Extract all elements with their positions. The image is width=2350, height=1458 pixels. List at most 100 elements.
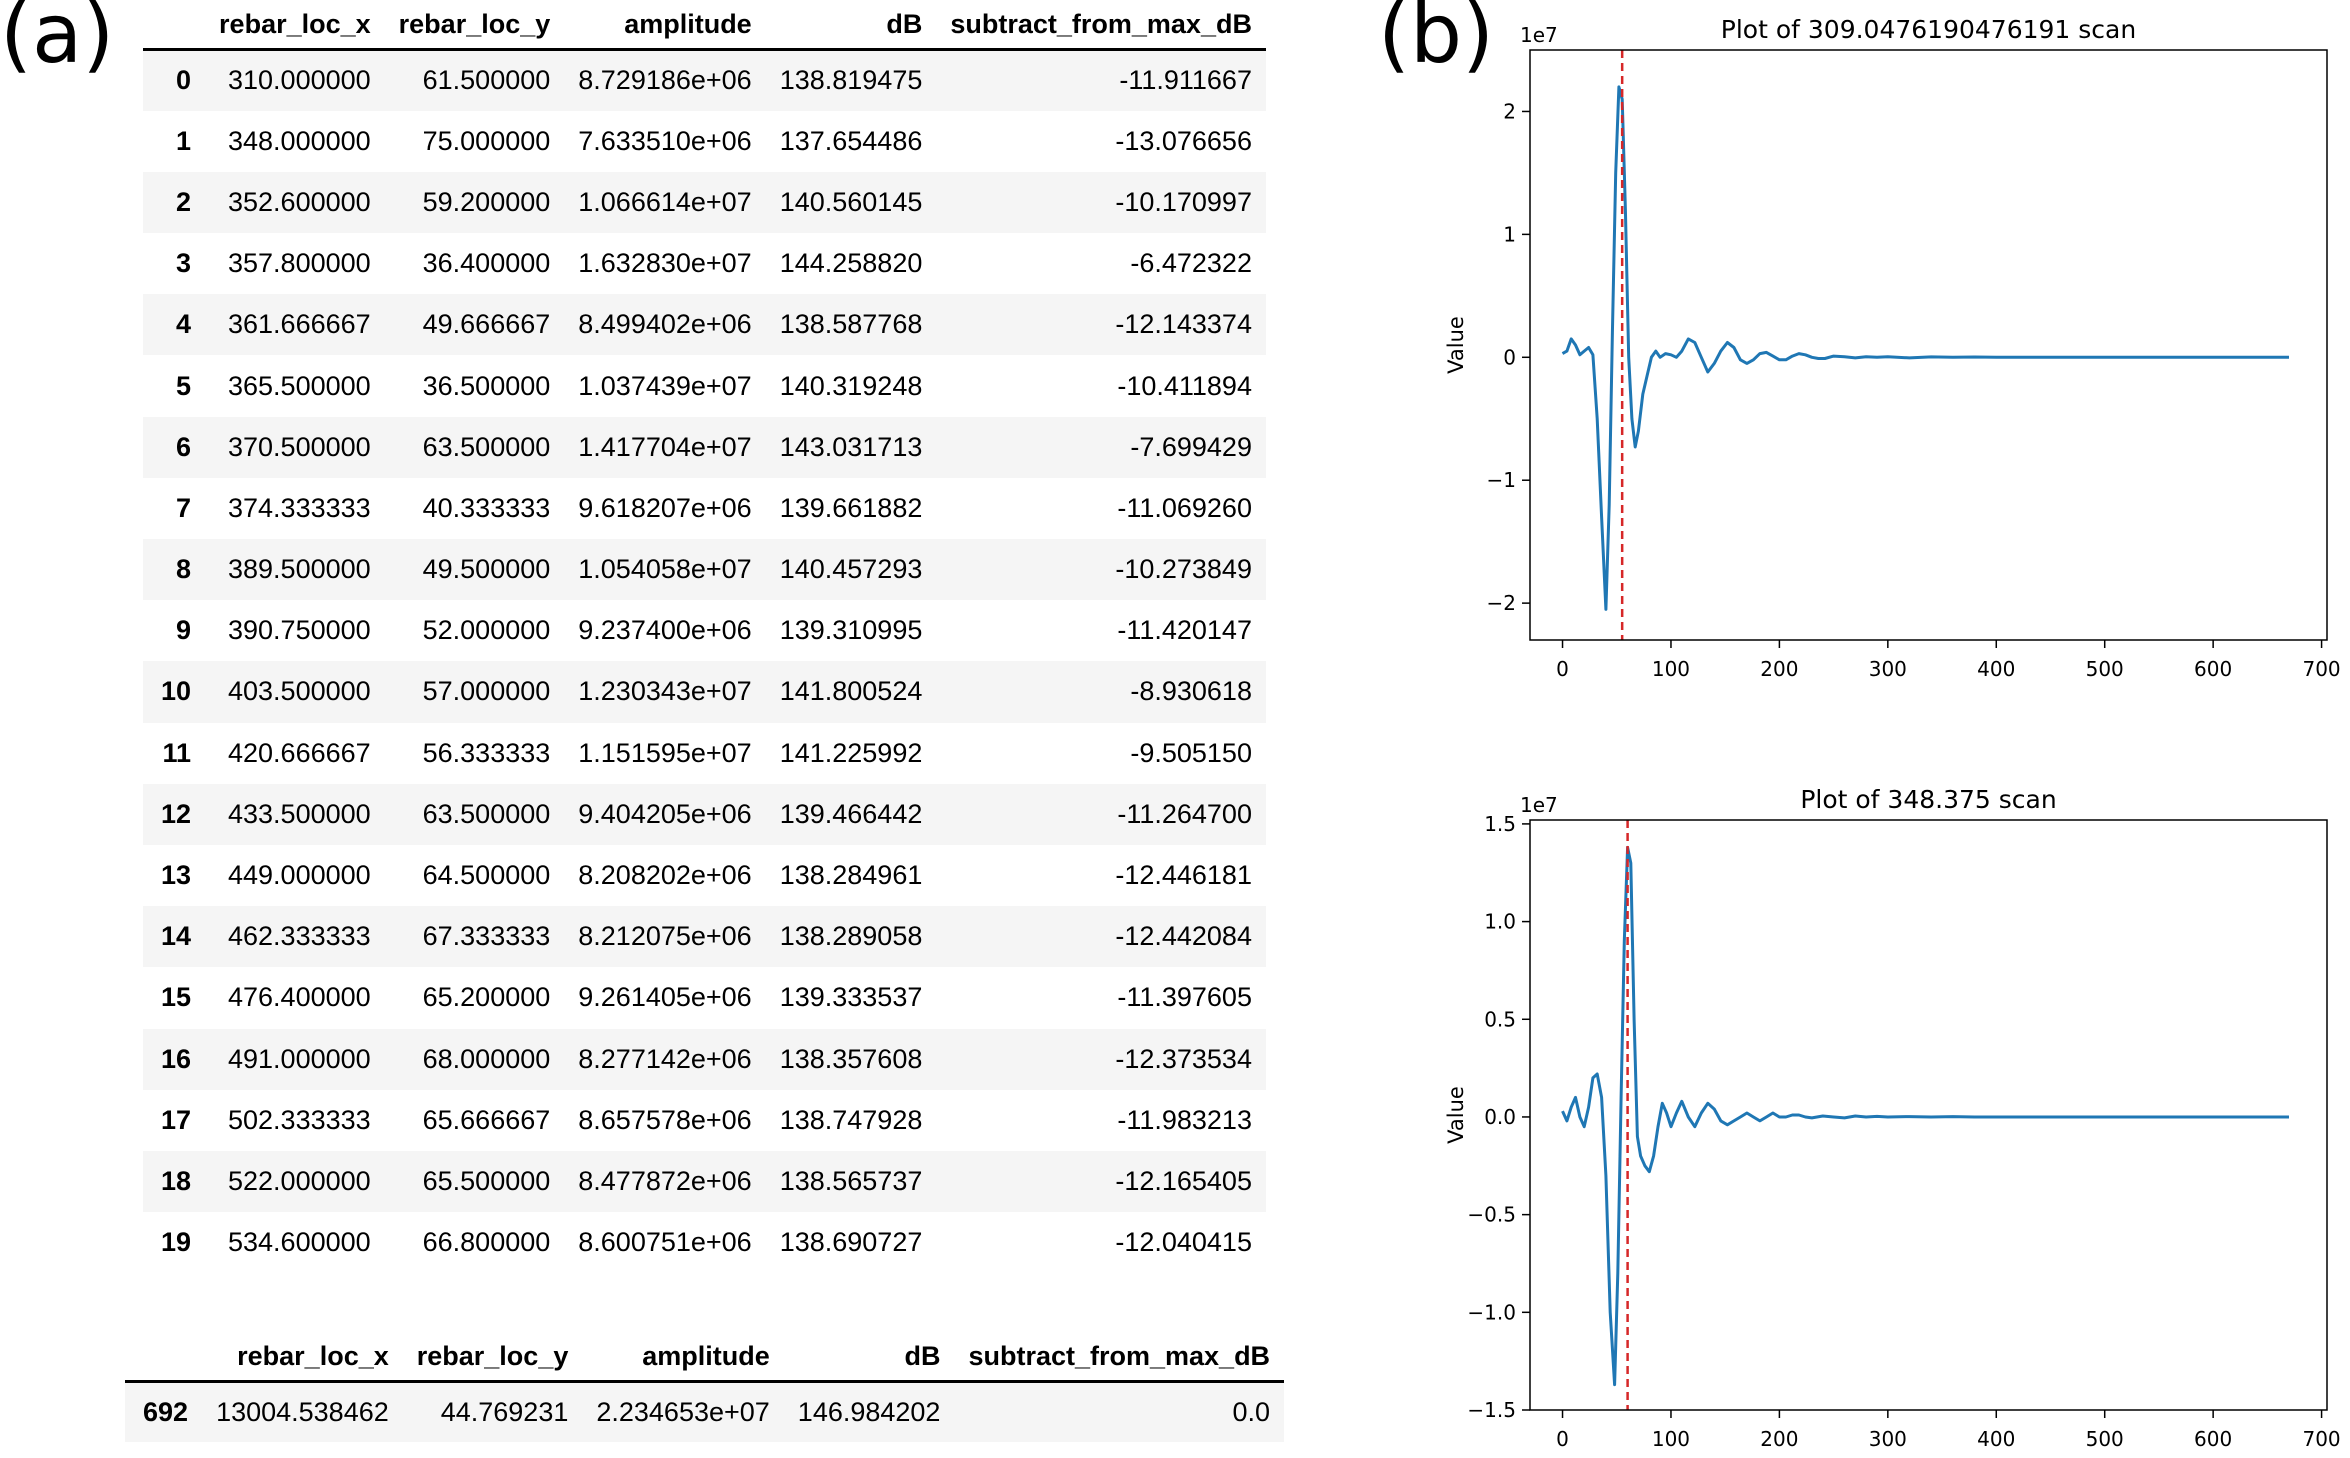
table-row: 17 502.333333 65.666667 8.657578e+06 138.747… <box>143 1090 1266 1151</box>
table-cell: 403.500000 <box>228 676 371 707</box>
table-cell: 143.031713 <box>779 431 923 462</box>
column-header: rebar_loc_x <box>205 0 385 51</box>
table-cell: 49.500000 <box>422 554 551 585</box>
table-cell: -12.143374 <box>1115 309 1252 340</box>
table-cell: 59.200000 <box>422 186 551 217</box>
table-cell: 140.457293 <box>779 554 923 585</box>
table-cell: 138.819475 <box>779 65 923 96</box>
table-cell: 52.000000 <box>422 615 551 646</box>
table-cell: 139.466442 <box>779 798 923 829</box>
table-cell: 67.333333 <box>422 921 551 952</box>
y-tick-label: −1.0 <box>1467 1300 1516 1324</box>
row-index: 13 <box>161 860 192 891</box>
table-cell: 138.284961 <box>779 860 923 891</box>
plot-frame <box>1529 49 2328 641</box>
row-index: 4 <box>176 309 192 340</box>
y-tick-label: −2 <box>1487 591 1516 615</box>
table-cell: -11.397605 <box>1117 982 1252 1013</box>
table-cell: 144.258820 <box>779 248 923 279</box>
table-cell: 534.600000 <box>228 1227 371 1258</box>
panel-label-b: (b) <box>1378 0 1495 82</box>
row-index: 16 <box>161 1043 192 1074</box>
table-cell: 8.208202e+06 <box>578 860 752 891</box>
table-row: 14 462.333333 67.333333 8.212075e+06 138.289… <box>143 906 1266 968</box>
x-tick-label: 400 <box>1977 657 2015 681</box>
column-header: rebar_loc_y <box>402 1332 583 1383</box>
plot-2: 0 100 200 300 400 500 600 700 −1.5 −1.0 −0.5 0.0 0.5… <box>1444 785 2341 1451</box>
column-header: amplitude <box>582 1332 784 1383</box>
index-header <box>125 1332 203 1383</box>
table-cell: 56.333333 <box>422 737 551 768</box>
table-cell: 1.230343e+07 <box>578 676 752 707</box>
row-index: 6 <box>176 431 192 462</box>
table-cell: -11.983213 <box>1117 1104 1252 1135</box>
table-cell: 49.666667 <box>422 309 551 340</box>
y-tick-label: −1.5 <box>1467 1398 1516 1422</box>
row-index: 3 <box>176 248 192 279</box>
x-tick-label: 700 <box>2302 1427 2340 1451</box>
y-tick-label: −0.5 <box>1467 1203 1516 1227</box>
column-header: subtract_from_max_dB <box>954 1332 1285 1383</box>
row-index: 1 <box>176 125 192 156</box>
table-cell: 138.565737 <box>779 1165 923 1196</box>
y-tick-label: −1 <box>1487 468 1516 492</box>
y-offset-text: 1e7 <box>1520 23 1558 47</box>
table-cell: 63.500000 <box>422 431 551 462</box>
table-cell: 357.800000 <box>228 248 371 279</box>
y-tick-label: 1.0 <box>1484 910 1516 934</box>
table-cell: 141.225992 <box>779 737 923 768</box>
table-cell: -12.040415 <box>1115 1227 1252 1258</box>
x-tick-label: 100 <box>1652 1427 1690 1451</box>
x-tick-label: 700 <box>2302 657 2340 681</box>
row-index: 14 <box>161 921 192 952</box>
table-cell: 8.499402e+06 <box>578 309 752 340</box>
table-row: 0 310.000000 61.500000 8.729186e+06 138.8194… <box>143 49 1266 111</box>
x-tick-label: 100 <box>1652 657 1690 681</box>
table-row: 7 374.333333 40.333333 9.618207e+06 139.6618… <box>143 478 1266 539</box>
table-cell: 138.357608 <box>779 1043 923 1074</box>
table-cell: 138.747928 <box>779 1104 923 1135</box>
table-cell: -8.930618 <box>1130 676 1252 707</box>
table-cell: 1.417704e+07 <box>578 431 752 462</box>
table-row: 19 534.600000 66.800000 8.600751e+06 138.690… <box>143 1212 1266 1273</box>
x-tick-label: 0 <box>1556 1427 1569 1451</box>
x-tick-label: 500 <box>2086 1427 2124 1451</box>
table-row: 8 389.500000 49.500000 1.054058e+07 140.4572… <box>143 539 1266 601</box>
table-cell: 137.654486 <box>779 125 923 156</box>
table-cell: 40.333333 <box>422 492 551 523</box>
table-cell: -11.069260 <box>1117 492 1252 523</box>
table-row: 11 420.666667 56.333333 1.151595e+07 141.225… <box>143 723 1266 784</box>
table-row: 9 390.750000 52.000000 9.237400e+06 139.3109… <box>143 600 1266 661</box>
row-index: 692 <box>143 1396 189 1427</box>
row-index: 5 <box>176 370 192 401</box>
table-cell: -9.505150 <box>1130 737 1252 768</box>
table-row: 15 476.400000 65.200000 9.261405e+06 139.333… <box>143 967 1266 1028</box>
table-row: 2 352.600000 59.200000 1.066614e+07 140.5601… <box>143 171 1266 234</box>
table-cell: 8.600751e+06 <box>578 1227 752 1258</box>
table-cell: 64.500000 <box>422 860 551 891</box>
table-row: 5 365.500000 36.500000 1.037439e+07 140.3192… <box>143 355 1266 416</box>
table-cell: -7.699429 <box>1130 431 1252 462</box>
table-row: 10 403.500000 57.000000 1.230343e+07 141.800… <box>143 661 1266 723</box>
table-row: 13 449.000000 64.500000 8.208202e+06 138.284… <box>143 845 1266 906</box>
table-cell: -10.170997 <box>1115 186 1252 217</box>
table-cell: 140.319248 <box>779 370 923 401</box>
x-tick-label: 200 <box>1760 1427 1798 1451</box>
chart-title: Plot of 348.375 scan <box>1800 785 2056 814</box>
column-header: rebar_loc_x <box>202 1332 403 1383</box>
table-cell: 139.310995 <box>779 615 923 646</box>
table-cell: 140.560145 <box>779 186 923 217</box>
table-cell: 9.261405e+06 <box>578 982 752 1013</box>
table-cell: 44.769231 <box>440 1396 569 1427</box>
column-header: dB <box>783 1332 955 1383</box>
column-header: rebar_loc_y <box>384 0 565 51</box>
table-row: 12 433.500000 63.500000 9.404205e+06 139.466… <box>143 783 1266 845</box>
table-cell: 1.054058e+07 <box>578 554 752 585</box>
table-cell: 310.000000 <box>228 65 371 96</box>
table-cell: 502.333333 <box>228 1104 371 1135</box>
x-tick-label: 300 <box>1869 657 1907 681</box>
table-cell: -12.442084 <box>1115 921 1252 952</box>
dataframe-table-top20: rebar_loc_x rebar_loc_y amplitude dB sub… <box>143 0 1266 1273</box>
table-cell: 13004.538462 <box>216 1396 389 1427</box>
